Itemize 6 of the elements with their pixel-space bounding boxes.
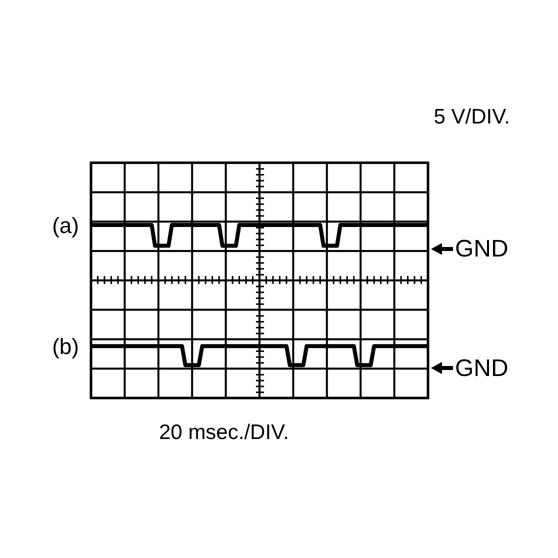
x-axis-title: 20 msec./DIV. xyxy=(159,420,289,444)
text: GND xyxy=(455,354,508,382)
text: GND xyxy=(455,235,508,262)
series-label: (a) xyxy=(52,213,79,238)
y-axis-title: 5 V/DIV. xyxy=(434,106,510,129)
series-label: (b) xyxy=(52,334,79,360)
